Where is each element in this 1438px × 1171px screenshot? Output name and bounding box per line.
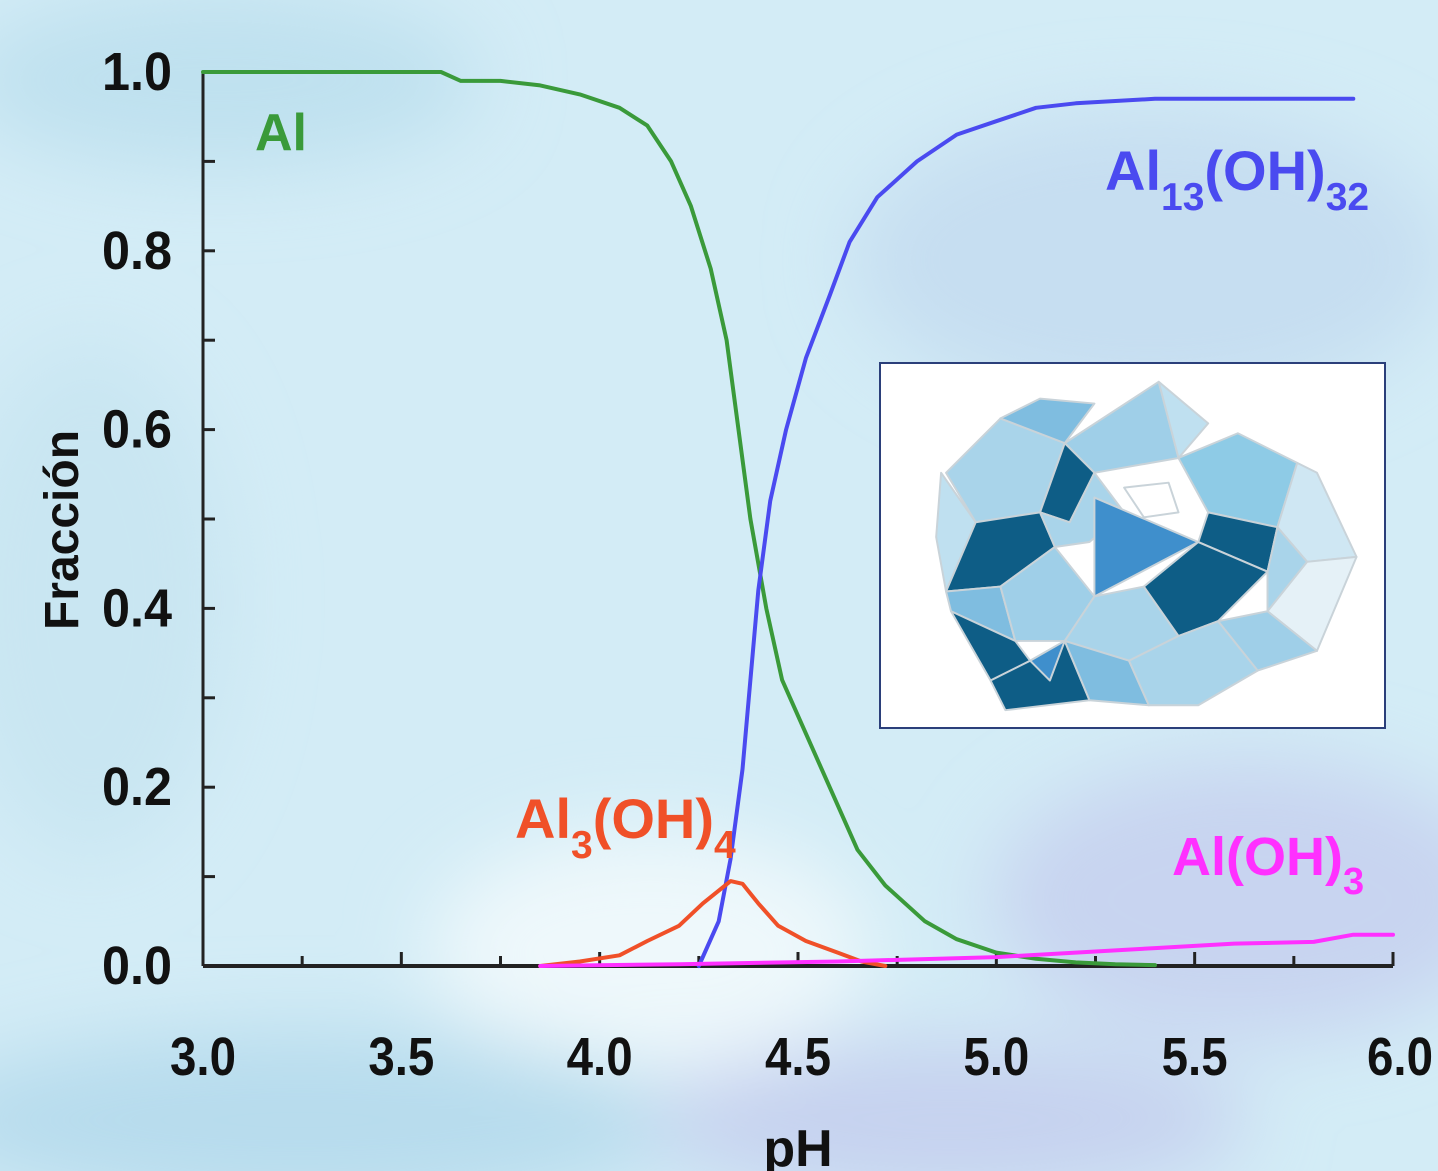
al13-structure-inset (879, 362, 1386, 729)
series-label-1: Al13(OH)32 (1105, 139, 1369, 219)
label-text: Al (255, 104, 307, 162)
label-subscript: 3 (571, 824, 593, 867)
x-tick-label: 4.5 (765, 1027, 831, 1087)
chart-axes: 0.0 0.2 0.4 0.6 0.8 1.0 3.0 3.5 4.0 4.5 5.0 5.5 6.0 p… (36, 42, 1433, 1171)
series-label-2: Al3(OH)4 (515, 787, 736, 867)
y-axis-title: Fracción (36, 430, 89, 630)
label-text: (OH) (593, 787, 714, 850)
series-label-3: Al(OH)3 (1172, 827, 1364, 903)
label-text: (OH) (1204, 139, 1325, 202)
y-tick-label: 0.0 (102, 936, 172, 996)
x-tick-label: 5.0 (963, 1027, 1029, 1087)
series-line-1 (696, 96, 1356, 968)
x-tick-label: 3.5 (368, 1027, 434, 1087)
y-tick-label: 0.2 (102, 757, 172, 817)
label-subscript: 3 (1343, 861, 1364, 903)
x-tick-label: 3.0 (170, 1027, 236, 1087)
x-tick-label: 5.5 (1162, 1027, 1228, 1087)
series-label-0: Al (255, 104, 307, 162)
series-layer (201, 70, 1395, 968)
label-subscript: 4 (714, 824, 736, 867)
label-subscript: 32 (1326, 176, 1369, 219)
label-subscript: 13 (1161, 176, 1204, 219)
x-axis-title: pH (763, 1120, 832, 1171)
label-text: Al(OH) (1172, 827, 1343, 887)
series-line-2 (538, 879, 888, 968)
x-tick-label: 4.0 (567, 1027, 633, 1087)
y-tick-label: 0.4 (102, 578, 172, 638)
y-tick-label: 1.0 (102, 42, 172, 102)
x-tick-label: 6.0 (1367, 1027, 1433, 1087)
series-line-0 (201, 70, 1157, 968)
series-line-3 (538, 932, 1395, 968)
label-text: Al (515, 787, 571, 850)
y-tick-label: 0.8 (102, 221, 172, 281)
y-tick-label: 0.6 (102, 400, 172, 460)
keggin-polyhedra-image (935, 380, 1358, 712)
label-text: Al (1105, 139, 1161, 202)
